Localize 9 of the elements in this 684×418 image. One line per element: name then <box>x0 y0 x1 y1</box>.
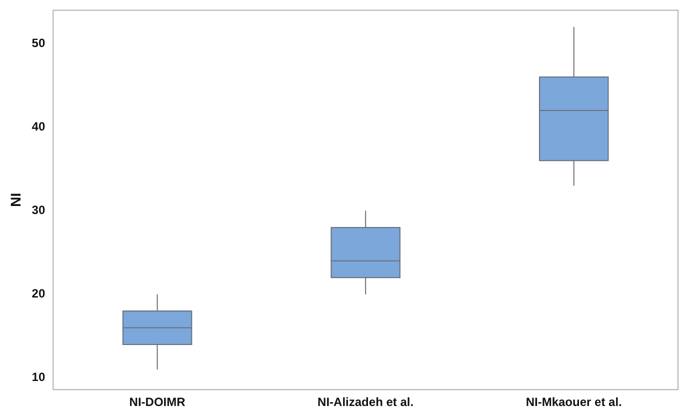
y-axis-title: NI <box>7 192 24 207</box>
y-tick-label: 30 <box>32 203 46 218</box>
y-tick-label: 50 <box>32 36 46 50</box>
y-tick-label: 20 <box>32 286 46 301</box>
y-tick-label: 10 <box>32 370 46 384</box>
x-tick-label: NI-Alizadeh et al. <box>318 395 414 410</box>
y-tick-label: 40 <box>32 120 46 134</box>
x-tick-label: NI-Mkaouer et al. <box>526 395 622 410</box>
x-tick-label: NI-DOIMR <box>129 395 186 410</box>
